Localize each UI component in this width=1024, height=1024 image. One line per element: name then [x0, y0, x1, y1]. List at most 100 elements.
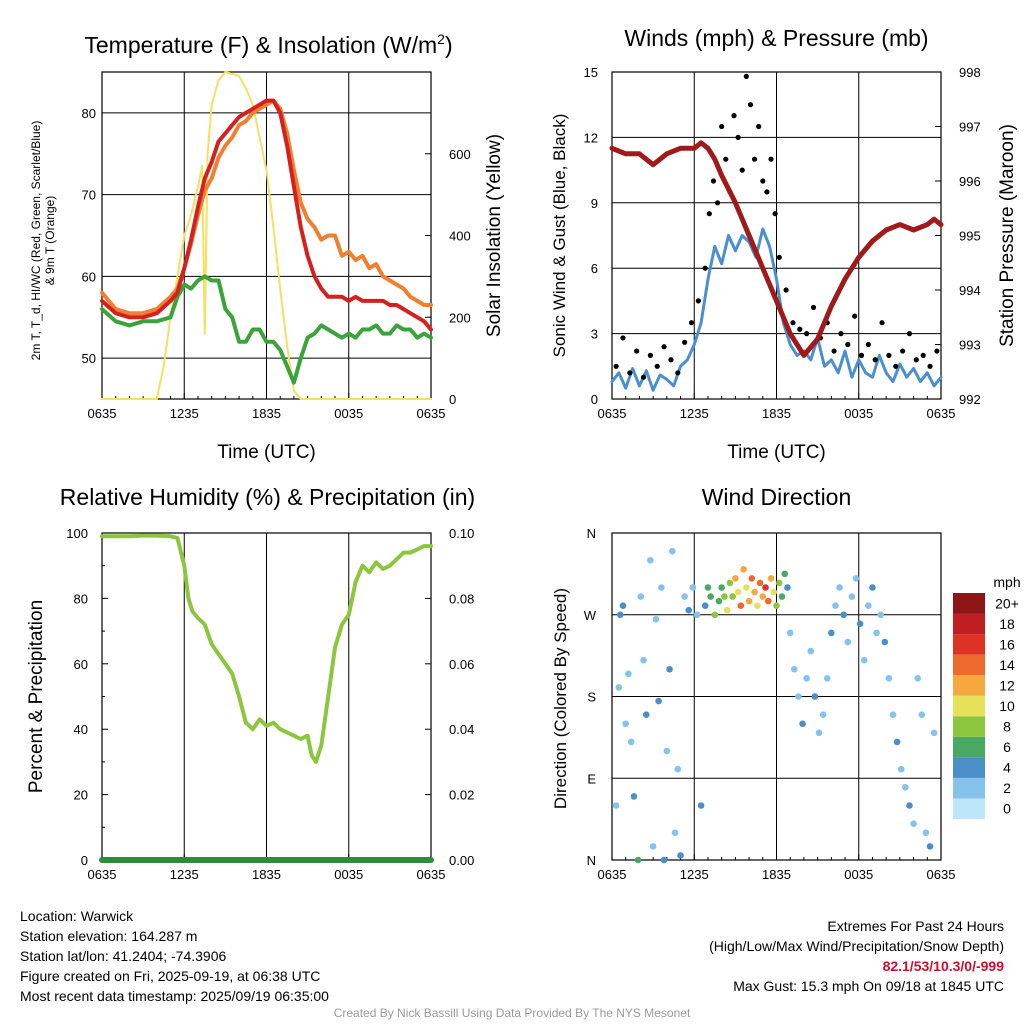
gust-point — [776, 254, 782, 260]
direction-point — [637, 593, 645, 600]
gust-point — [747, 102, 754, 108]
direction-point — [860, 656, 868, 664]
direction-point — [652, 615, 660, 623]
max-gust: Max Gust: 15.3 mph On 09/18 at 1845 UTC — [733, 978, 1004, 994]
x-tick-label: 0635 — [88, 867, 117, 882]
gust-point — [886, 352, 892, 358]
y-tick-label-left: E — [587, 771, 596, 786]
credit-line: Created By Nick Bassill Using Data Provi… — [333, 1006, 691, 1020]
direction-point — [902, 784, 909, 791]
x-tick-label: 0635 — [927, 406, 956, 421]
y-tick-label-left: 0 — [591, 392, 598, 407]
y-tick-label-left: N — [587, 853, 596, 868]
station-location: Location: Warwick — [20, 908, 134, 924]
direction-point — [751, 588, 758, 596]
gust-point — [723, 156, 729, 162]
colorbar-swatch — [953, 654, 985, 676]
humidity-precipitation-chart: 0635 1235 1835 0035 06350204060801000.000.02… — [26, 484, 475, 882]
x-tick-label: 0635 — [88, 406, 117, 421]
y-axis-label-right: Solar Insolation (Yellow) — [484, 134, 505, 337]
colorbar-label: 2 — [1003, 780, 1011, 796]
direction-point — [918, 711, 926, 718]
direction-point — [640, 656, 647, 664]
colorbar-swatch — [953, 613, 985, 635]
y-tick-label-right: 0.06 — [449, 657, 474, 672]
gust-point — [739, 167, 745, 173]
direction-point — [707, 593, 714, 600]
gust-point — [783, 287, 789, 293]
direction-point — [844, 638, 852, 646]
series-line-rh — [100, 533, 433, 764]
y-tick-label-left: 60 — [74, 657, 88, 672]
direction-point — [663, 747, 671, 755]
gust-point — [772, 211, 778, 217]
gust-point — [735, 134, 741, 140]
direction-point — [658, 584, 665, 591]
x-tick-label: 1235 — [170, 867, 199, 882]
y-tick-label-right: 997 — [959, 120, 981, 135]
figure-created: Figure created on Fri, 2025-09-19, at 06… — [20, 968, 321, 984]
y-tick-label-right: 995 — [959, 229, 981, 244]
y-tick-label-left: 80 — [74, 591, 88, 606]
y-tick-label-right: 0 — [449, 392, 456, 407]
chart-title: Winds (mph) & Pressure (mb) — [624, 25, 928, 51]
y-tick-label-left: 0 — [81, 853, 88, 868]
direction-point — [852, 575, 860, 582]
direction-point — [926, 843, 934, 850]
direction-point — [721, 593, 728, 600]
gust-point — [872, 357, 878, 363]
x-tick-label: 1235 — [680, 406, 709, 421]
direction-point — [625, 670, 632, 678]
x-tick-label: 0035 — [334, 406, 363, 421]
direction-point — [807, 647, 815, 655]
direction-point — [630, 793, 638, 800]
direction-point — [848, 593, 856, 600]
direction-point — [745, 597, 753, 605]
direction-point — [689, 584, 697, 591]
gust-point — [640, 374, 647, 380]
y-tick-label-right: 994 — [959, 283, 981, 298]
y-tick-label-left: 60 — [82, 269, 96, 284]
y-axis-label-left: Percent & Precipitation — [26, 600, 47, 793]
direction-point — [784, 584, 791, 591]
direction-point — [756, 579, 764, 587]
colorbar-swatch — [953, 716, 985, 737]
x-tick-label: 0035 — [844, 406, 873, 421]
x-tick-label: 0635 — [598, 406, 627, 421]
direction-point — [666, 665, 673, 673]
direction-point — [786, 629, 794, 637]
direction-point — [660, 856, 668, 864]
x-tick-label: 0635 — [417, 406, 446, 421]
colorbar-swatch — [953, 757, 985, 778]
direction-point — [616, 611, 624, 619]
direction-point — [930, 729, 938, 737]
gust-point — [743, 73, 749, 79]
x-axis-label: Time (UTC) — [217, 442, 316, 463]
gust-point — [719, 123, 725, 130]
gust-point — [906, 331, 913, 337]
y-axis-label-left-2: & 9m T (Orange) — [43, 196, 57, 286]
gust-point — [714, 200, 721, 206]
direction-point — [729, 593, 736, 600]
direction-point — [856, 620, 864, 628]
gust-point — [810, 304, 817, 311]
direction-point — [881, 638, 889, 646]
direction-point — [815, 729, 823, 737]
x-tick-label: 1235 — [170, 406, 199, 421]
direction-point — [877, 611, 884, 619]
gust-point — [620, 335, 626, 341]
y-tick-label-left: W — [584, 608, 597, 623]
gust-point — [627, 370, 633, 376]
temperature-insolation-chart: 0635 1235 1835 0035 0635 50 60 70 80 0 200 400 600 Te… — [29, 31, 505, 463]
direction-point — [734, 588, 742, 596]
direction-point — [873, 629, 880, 637]
direction-point — [754, 602, 761, 609]
y-tick-label-right: 200 — [449, 310, 471, 325]
colorbar-swatch — [953, 736, 985, 758]
y-tick-label-left: 3 — [591, 327, 598, 342]
y-tick-label-left: 20 — [74, 788, 88, 803]
x-tick-label: 0035 — [844, 867, 873, 882]
gust-point — [920, 352, 926, 358]
colorbar-swatch — [953, 695, 985, 717]
gust-point — [702, 265, 708, 271]
